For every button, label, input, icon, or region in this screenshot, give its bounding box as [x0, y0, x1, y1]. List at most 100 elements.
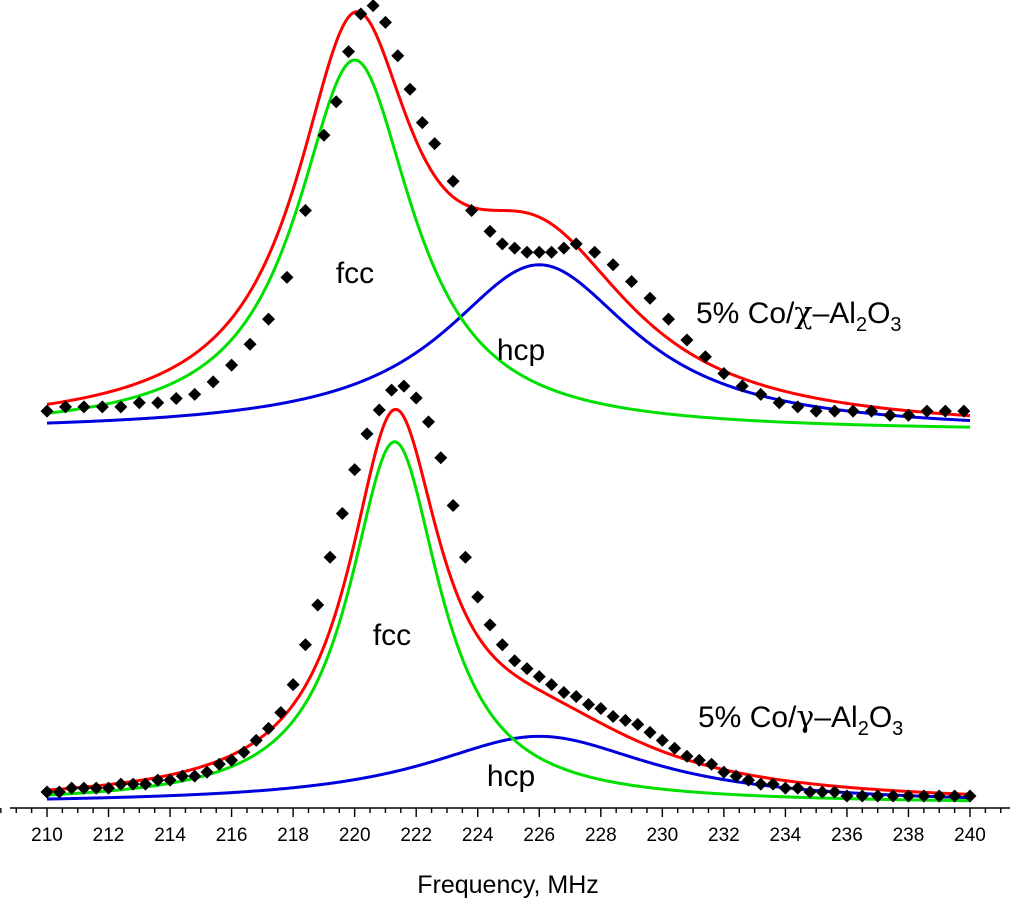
data-point [948, 789, 962, 803]
data-point [508, 654, 522, 668]
data-point [680, 749, 694, 763]
data-point [298, 638, 312, 652]
data-point [188, 387, 202, 401]
sample-greek: γ [796, 700, 814, 735]
data-point [274, 705, 288, 719]
data-point [717, 366, 731, 380]
data-point [483, 618, 497, 632]
sample-prefix: 5% Co/ [698, 701, 797, 734]
data-point [175, 769, 189, 783]
x-tick-label: 240 [954, 825, 986, 846]
data-point [828, 404, 842, 418]
data-point [298, 203, 312, 217]
data-point [772, 396, 786, 410]
sample-o: O [867, 297, 890, 330]
data-point [618, 713, 632, 727]
data-point [741, 773, 755, 787]
data-point [378, 15, 392, 29]
data-point [557, 686, 571, 700]
data-point [625, 275, 639, 289]
data-point [446, 174, 460, 188]
hcp-component-curve [46, 734, 971, 801]
data-point [495, 638, 509, 652]
data-point [606, 258, 620, 272]
x-tick-label: 234 [770, 825, 802, 846]
data-point [778, 781, 792, 795]
x-tick-label: 236 [831, 825, 863, 846]
data-point [828, 785, 842, 799]
data-point [766, 777, 780, 791]
data-point [212, 757, 226, 771]
data-point [643, 725, 657, 739]
x-tick-label: 218 [277, 825, 309, 846]
data-point [360, 427, 374, 441]
data-point [342, 45, 356, 59]
data-point [163, 773, 177, 787]
data-point [458, 550, 472, 564]
data-point [151, 396, 165, 410]
data-point [520, 662, 534, 676]
data-point [655, 733, 669, 747]
x-tick-label: 228 [585, 825, 617, 846]
data-point [52, 785, 66, 799]
data-point [409, 391, 423, 405]
fit-total-curve [46, 10, 971, 418]
data-point [705, 757, 719, 771]
data-point [631, 717, 645, 731]
sample-dash: – [813, 297, 830, 330]
data-point [920, 404, 934, 418]
fcc-component-curve [46, 58, 971, 429]
data-point [95, 400, 109, 414]
data-point [237, 745, 251, 759]
sample-prefix: 5% Co/ [696, 297, 795, 330]
data-point [483, 224, 497, 238]
data-point [569, 690, 583, 704]
hcp-label-bottom: hcp [487, 760, 535, 793]
data-point [262, 721, 276, 735]
data-point [729, 769, 743, 783]
data-point [680, 333, 694, 347]
data-point [169, 392, 183, 406]
data-point [495, 237, 509, 251]
data-point [200, 765, 214, 779]
sample-label-top: 5% Co/χ–Al2O3 [696, 296, 902, 336]
fcc-label-bottom: fcc [373, 619, 411, 652]
data-point [840, 789, 854, 803]
sample-al: Al [829, 297, 856, 330]
data-point [372, 403, 386, 417]
data-point [465, 203, 479, 217]
data-point [717, 765, 731, 779]
data-point [286, 678, 300, 692]
data-point [391, 49, 405, 63]
sample-sub2: 2 [856, 314, 867, 336]
x-tick-label: 212 [93, 825, 125, 846]
x-tick-label: 226 [523, 825, 555, 846]
data-point [791, 400, 805, 414]
data-point [225, 753, 239, 767]
data-point [348, 463, 362, 477]
data-point [865, 404, 879, 418]
x-axis-title: Frequency, MHz [417, 871, 599, 899]
data-point [545, 245, 559, 259]
data-point [661, 312, 675, 326]
data-point [917, 789, 931, 803]
data-point [957, 404, 971, 418]
data-point [385, 383, 399, 397]
data-point [151, 773, 165, 787]
data-point [606, 709, 620, 723]
data-point [40, 404, 54, 418]
data-point [403, 82, 417, 96]
data-point [932, 789, 946, 803]
data-point [545, 678, 559, 692]
data-point [262, 312, 276, 326]
data-point [883, 408, 897, 422]
data-point [754, 777, 768, 791]
sample-dash: – [814, 701, 831, 734]
data-point [422, 415, 436, 429]
data-point [791, 781, 805, 795]
data-point [58, 400, 72, 414]
x-tick-label: 230 [646, 825, 678, 846]
data-point [938, 404, 952, 418]
data-point [508, 241, 522, 255]
data-point [446, 499, 460, 512]
